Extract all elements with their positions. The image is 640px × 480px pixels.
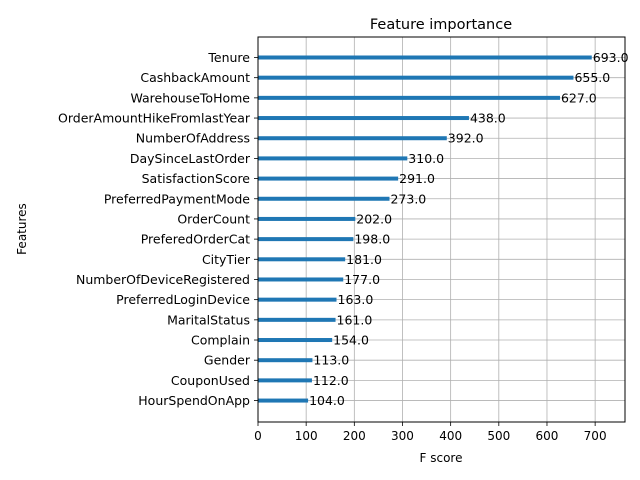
y-tick-label: PreferredLoginDevice xyxy=(116,292,250,307)
y-tick-label: PreferredPaymentMode xyxy=(104,191,250,206)
y-tick-label: DaySinceLastOrder xyxy=(130,151,251,166)
x-tick-label: 700 xyxy=(584,429,607,443)
plot-frame xyxy=(257,36,626,423)
bar-PreferredLoginDevice xyxy=(258,297,337,302)
bar-CityTier xyxy=(258,257,346,262)
x-tick-label: 400 xyxy=(439,429,462,443)
y-axis-label: Features xyxy=(15,203,29,255)
bar-SatisfactionScore xyxy=(258,176,399,181)
y-tick-label: PreferedOrderCat xyxy=(141,232,250,247)
data-label: 161.0 xyxy=(337,312,373,327)
x-tick-labels: 0 100 200 300 400 500 600 700 xyxy=(254,422,607,443)
x-tick-label: 300 xyxy=(391,429,414,443)
y-tick-label: CouponUsed xyxy=(171,373,250,388)
x-tick-label: 100 xyxy=(295,429,318,443)
bar-PreferedOrderCat xyxy=(258,237,354,242)
bars xyxy=(258,55,592,403)
y-tick-label: NumberOfDeviceRegistered xyxy=(76,272,250,287)
chart-title: Feature importance xyxy=(370,17,512,33)
bar-Tenure xyxy=(258,55,592,60)
y-tick-label: CashbackAmount xyxy=(140,70,250,85)
bar-HourSpendOnApp xyxy=(258,398,309,403)
y-tick-label: Gender xyxy=(204,353,251,368)
data-label: 154.0 xyxy=(333,333,369,348)
data-label: 310.0 xyxy=(408,151,444,166)
data-label: 392.0 xyxy=(448,131,484,146)
y-tick-labels: Tenure CashbackAmount WarehouseToHome Order… xyxy=(58,50,258,408)
data-label: 655.0 xyxy=(574,70,610,85)
data-label: 202.0 xyxy=(356,211,392,226)
plot-area xyxy=(258,37,625,422)
y-tick-label: HourSpendOnApp xyxy=(138,393,250,408)
bar-PreferredPaymentMode xyxy=(258,196,390,201)
y-tick-label: OrderCount xyxy=(177,211,250,226)
bar-DaySinceLastOrder xyxy=(258,156,408,161)
x-tick-label: 600 xyxy=(536,429,559,443)
bar-MaritalStatus xyxy=(258,317,336,322)
bar-NumberOfAddress xyxy=(258,136,447,141)
bar-Complain xyxy=(258,338,333,343)
bar-CashbackAmount xyxy=(258,75,574,80)
x-axis-label: F score xyxy=(420,451,463,465)
bar-OrderAmountHikeFromlastYear xyxy=(258,116,469,121)
data-label: 693.0 xyxy=(593,50,629,65)
y-tick-label: Tenure xyxy=(207,50,250,65)
data-label: 198.0 xyxy=(354,232,390,247)
x-tick-label: 500 xyxy=(487,429,510,443)
data-labels: 693.0 655.0 627.0 438.0 392.0 310.0 291.0 273.0… xyxy=(309,50,629,408)
x-tick-label: 0 xyxy=(254,429,262,443)
bar-NumberOfDeviceRegistered xyxy=(258,277,344,282)
x-tick-label: 200 xyxy=(343,429,366,443)
y-tick-label: NumberOfAddress xyxy=(136,131,250,146)
y-tick-label: SatisfactionScore xyxy=(142,171,251,186)
data-label: 627.0 xyxy=(561,90,597,105)
data-label: 113.0 xyxy=(313,353,349,368)
bar-CouponUsed xyxy=(258,378,312,383)
data-label: 291.0 xyxy=(399,171,435,186)
bar-Gender xyxy=(258,358,313,363)
y-tick-label: Complain xyxy=(191,333,250,348)
data-label: 104.0 xyxy=(309,393,345,408)
data-label: 273.0 xyxy=(390,191,426,206)
bar-WarehouseToHome xyxy=(258,95,560,100)
data-label: 163.0 xyxy=(338,292,374,307)
data-label: 438.0 xyxy=(470,111,506,126)
data-label: 181.0 xyxy=(346,252,382,267)
data-label: 112.0 xyxy=(313,373,349,388)
y-tick-label: OrderAmountHikeFromlastYear xyxy=(58,111,251,126)
y-tick-label: CityTier xyxy=(202,252,251,267)
y-tick-label: WarehouseToHome xyxy=(130,90,250,105)
data-label: 177.0 xyxy=(344,272,380,287)
y-tick-label: MaritalStatus xyxy=(167,312,250,327)
bar-OrderCount xyxy=(258,216,356,221)
